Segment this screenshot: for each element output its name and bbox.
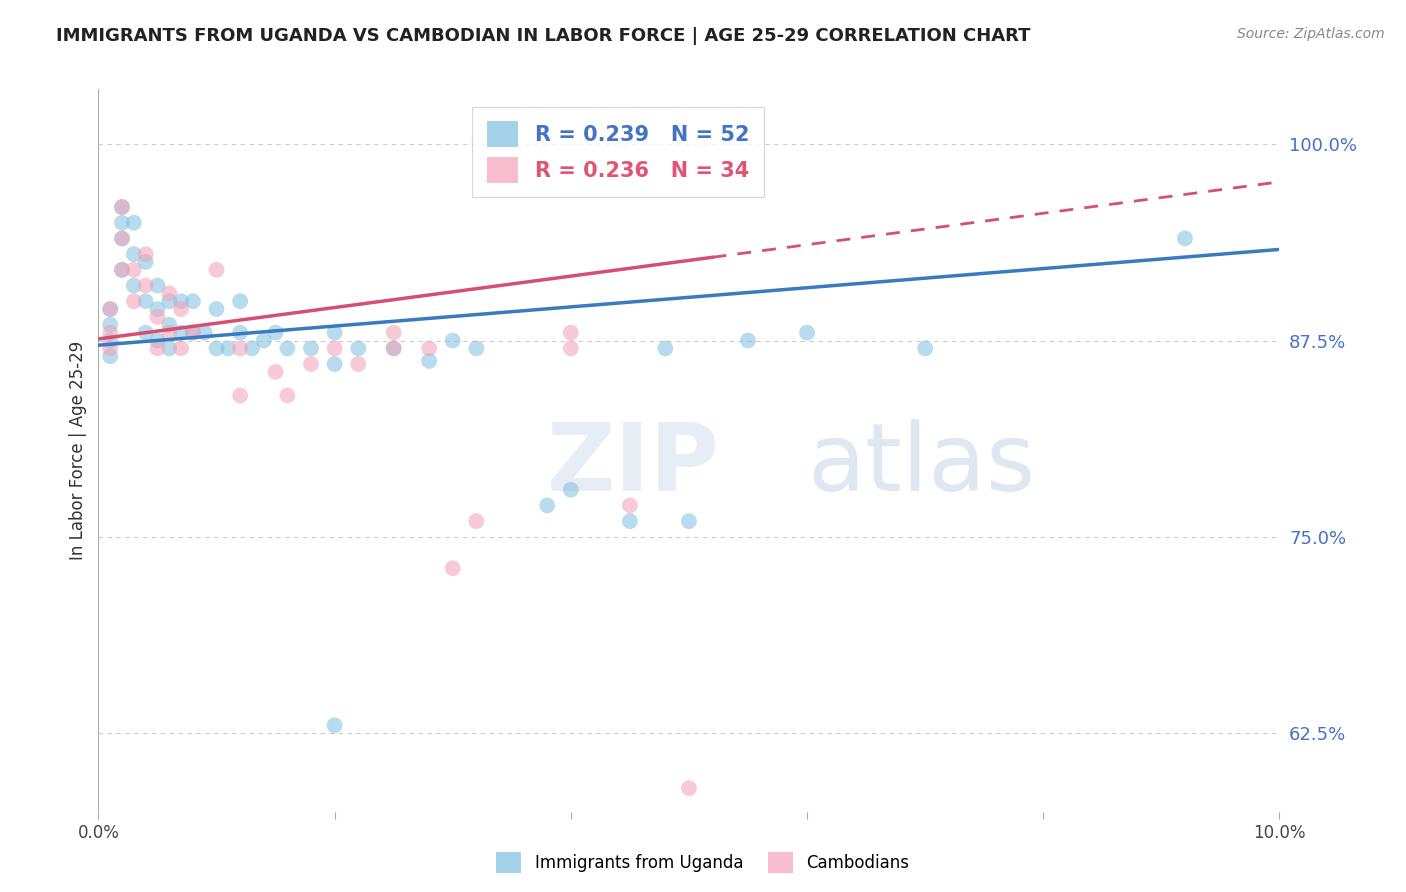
Point — [382, 342, 405, 356]
Point — [323, 326, 346, 340]
Point — [465, 514, 488, 528]
Point — [111, 200, 134, 214]
Point — [122, 216, 145, 230]
Point — [157, 342, 180, 356]
Point — [205, 262, 228, 277]
Point — [157, 294, 180, 309]
Point — [135, 278, 157, 293]
Point — [205, 342, 228, 356]
Point — [264, 326, 287, 340]
Point — [299, 342, 322, 356]
Point — [229, 388, 252, 402]
Point — [135, 326, 157, 340]
Point — [217, 342, 239, 356]
Point — [111, 262, 134, 277]
Point — [146, 278, 169, 293]
Point — [654, 342, 676, 356]
Point — [560, 483, 582, 497]
Point — [737, 334, 759, 348]
Point — [560, 326, 582, 340]
Point — [157, 286, 180, 301]
Text: atlas: atlas — [807, 419, 1035, 511]
Point — [146, 310, 169, 324]
Point — [382, 342, 405, 356]
Point — [146, 342, 169, 356]
Legend: R = 0.239   N = 52, R = 0.236   N = 34: R = 0.239 N = 52, R = 0.236 N = 34 — [472, 107, 763, 197]
Point — [157, 318, 180, 332]
Point — [323, 357, 346, 371]
Point — [181, 294, 204, 309]
Point — [323, 342, 346, 356]
Point — [347, 357, 370, 371]
Point — [146, 334, 169, 348]
Point — [253, 334, 276, 348]
Point — [536, 499, 558, 513]
Point — [619, 499, 641, 513]
Point — [229, 342, 252, 356]
Point — [1174, 231, 1197, 245]
Point — [122, 262, 145, 277]
Point — [205, 302, 228, 317]
Point — [678, 514, 700, 528]
Text: ZIP: ZIP — [547, 419, 720, 511]
Point — [98, 318, 121, 332]
Text: Source: ZipAtlas.com: Source: ZipAtlas.com — [1237, 27, 1385, 41]
Point — [98, 302, 121, 317]
Point — [122, 294, 145, 309]
Point — [98, 342, 121, 356]
Point — [170, 302, 193, 317]
Point — [181, 326, 204, 340]
Point — [619, 514, 641, 528]
Point — [441, 561, 464, 575]
Point — [796, 326, 818, 340]
Point — [347, 342, 370, 356]
Point — [299, 357, 322, 371]
Point — [382, 326, 405, 340]
Point — [264, 365, 287, 379]
Point — [418, 354, 440, 368]
Point — [323, 718, 346, 732]
Point — [98, 302, 121, 317]
Point — [418, 342, 440, 356]
Text: IMMIGRANTS FROM UGANDA VS CAMBODIAN IN LABOR FORCE | AGE 25-29 CORRELATION CHART: IMMIGRANTS FROM UGANDA VS CAMBODIAN IN L… — [56, 27, 1031, 45]
Point — [98, 349, 121, 363]
Point — [111, 231, 134, 245]
Point — [170, 342, 193, 356]
Point — [276, 388, 298, 402]
Point — [229, 326, 252, 340]
Y-axis label: In Labor Force | Age 25-29: In Labor Force | Age 25-29 — [69, 341, 87, 560]
Point — [111, 200, 134, 214]
Point — [229, 294, 252, 309]
Point — [678, 781, 700, 796]
Legend: Immigrants from Uganda, Cambodians: Immigrants from Uganda, Cambodians — [489, 846, 917, 880]
Point — [465, 342, 488, 356]
Point — [111, 262, 134, 277]
Point — [122, 247, 145, 261]
Point — [135, 294, 157, 309]
Point — [240, 342, 263, 356]
Point — [914, 342, 936, 356]
Point — [111, 216, 134, 230]
Point — [111, 231, 134, 245]
Point — [122, 278, 145, 293]
Point — [98, 334, 121, 348]
Point — [135, 255, 157, 269]
Point — [170, 326, 193, 340]
Point — [98, 326, 121, 340]
Point — [170, 294, 193, 309]
Point — [181, 326, 204, 340]
Point — [194, 326, 217, 340]
Point — [560, 342, 582, 356]
Point — [135, 247, 157, 261]
Point — [276, 342, 298, 356]
Point — [146, 302, 169, 317]
Point — [441, 334, 464, 348]
Point — [157, 326, 180, 340]
